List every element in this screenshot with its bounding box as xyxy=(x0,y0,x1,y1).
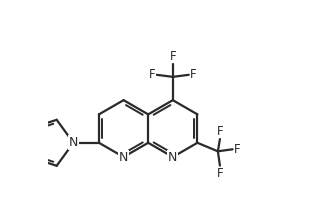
Text: F: F xyxy=(217,167,223,180)
Text: F: F xyxy=(169,50,176,63)
Text: N: N xyxy=(69,136,78,149)
Text: F: F xyxy=(190,68,196,81)
Text: N: N xyxy=(168,150,177,163)
Text: N: N xyxy=(119,150,128,163)
Text: F: F xyxy=(149,68,156,81)
Text: F: F xyxy=(217,125,223,138)
Text: F: F xyxy=(233,143,240,156)
